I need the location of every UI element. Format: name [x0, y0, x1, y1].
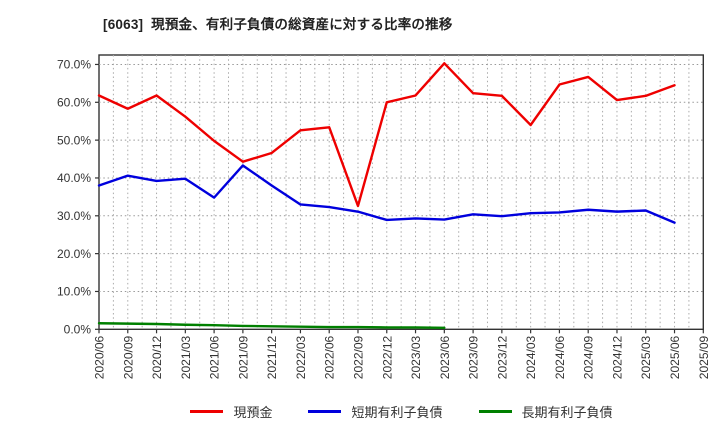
y-axis-tick-label: 50.0% — [57, 133, 91, 147]
x-axis-tick-label: 2025/09 — [697, 335, 711, 379]
y-axis-tick-label: 70.0% — [57, 58, 91, 72]
series-line-long-term-debt — [97, 322, 446, 329]
legend-label-cash: 現預金 — [233, 405, 273, 420]
y-axis-tick-label: 10.0% — [57, 285, 91, 299]
x-axis-tick-label: 2020/09 — [121, 335, 135, 379]
x-axis-tick-label: 2023/06 — [438, 335, 452, 379]
x-axis-tick-label: 2023/12 — [495, 335, 509, 379]
cash-line-swatch — [190, 410, 224, 413]
x-axis-tick-label: 2022/06 — [323, 335, 337, 379]
legend-item-short-term-debt: 短期有利子負債 — [308, 402, 443, 421]
x-axis-tick-label: 2025/03 — [639, 335, 653, 379]
legend-item-long-term-debt: 長期有利子負債 — [478, 402, 613, 421]
long-term-debt-line-swatch — [478, 410, 512, 413]
x-axis-tick-label: 2023/03 — [409, 335, 423, 379]
x-axis-tick-label: 2022/03 — [294, 335, 308, 379]
y-axis-tick-label: 30.0% — [57, 209, 91, 223]
x-axis-tick-label: 2021/12 — [265, 335, 279, 379]
x-axis-tick-label: 2022/12 — [380, 335, 394, 379]
chart-title: [6063] 現預金、有利子負債の総資産に対する比率の推移 — [103, 17, 453, 32]
legend-label-short-term-debt: 短期有利子負債 — [351, 405, 443, 420]
legend-label-long-term-debt: 長期有利子負債 — [521, 405, 613, 420]
series-line-short-term-debt — [97, 164, 676, 224]
x-axis-tick-label: 2020/12 — [150, 335, 164, 379]
x-axis-tick-label: 2024/09 — [582, 335, 596, 379]
x-axis-tick-label: 2023/09 — [467, 335, 481, 379]
short-term-debt-line-swatch — [308, 410, 342, 413]
x-axis-tick-label: 2024/12 — [610, 335, 624, 379]
x-axis-tick-label: 2021/06 — [208, 335, 222, 379]
x-axis-tick-label: 2021/09 — [236, 335, 250, 379]
y-axis-tick-label: 20.0% — [57, 247, 91, 261]
x-axis-tick-label: 2024/03 — [524, 335, 538, 379]
x-axis-tick-label: 2024/06 — [553, 335, 567, 379]
chart-legend: 現預金 短期有利子負債 長期有利子負債 — [99, 402, 704, 421]
y-axis-tick-label: 0.0% — [64, 323, 92, 337]
legend-item-cash: 現預金 — [190, 402, 272, 421]
x-axis-tick-label: 2021/03 — [179, 335, 193, 379]
x-axis-tick-label: 2020/06 — [93, 335, 107, 379]
y-axis-tick-label: 60.0% — [57, 95, 91, 109]
series-line-cash — [97, 62, 676, 208]
x-axis-tick-label: 2022/09 — [351, 335, 365, 379]
x-axis-tick-label: 2025/06 — [668, 335, 682, 379]
y-axis-tick-label: 40.0% — [57, 171, 91, 185]
